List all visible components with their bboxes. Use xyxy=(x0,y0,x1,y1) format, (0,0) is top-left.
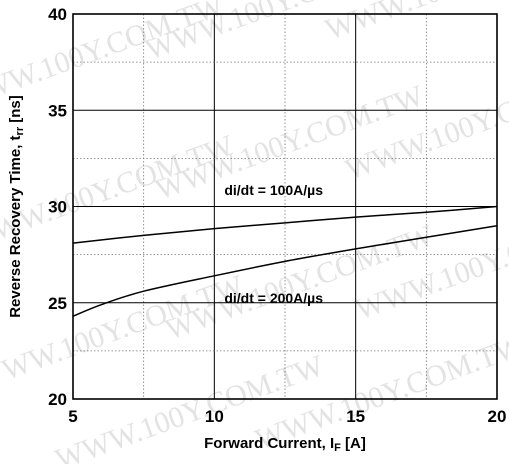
x-axis-label: Forward Current, IF [A] xyxy=(204,435,366,454)
x-tick-label: 20 xyxy=(488,407,507,426)
x-tick-label: 5 xyxy=(68,407,77,426)
y-tick-label: 25 xyxy=(48,294,67,313)
series-line-200a-per-us xyxy=(72,225,498,317)
curve-label: di/dt = 100A/µs xyxy=(224,182,323,198)
x-tick-label: 15 xyxy=(346,407,365,426)
grid xyxy=(73,14,497,399)
y-tick-label: 40 xyxy=(48,5,67,24)
watermark-text: WWW.100Y.COM.TW xyxy=(321,0,509,47)
annotations: di/dt = 100A/µs di/dt = 200A/µs xyxy=(224,182,323,306)
watermark-text: WWW.100Y.COM.TW xyxy=(0,269,248,397)
y-axis-label: Reverse Recovery Time, trr [ns] xyxy=(7,95,26,318)
y-tick-label: 20 xyxy=(48,390,67,409)
curve-label: di/dt = 200A/µs xyxy=(224,290,323,306)
series-line-100a-per-us xyxy=(72,205,498,244)
y-tick-label: 35 xyxy=(48,101,67,120)
series-layer xyxy=(72,205,498,317)
tick-labels: 5 10 15 20 20 25 30 35 40 xyxy=(48,5,506,426)
x-tick-label: 10 xyxy=(205,407,224,426)
y-tick-label: 30 xyxy=(48,198,67,217)
